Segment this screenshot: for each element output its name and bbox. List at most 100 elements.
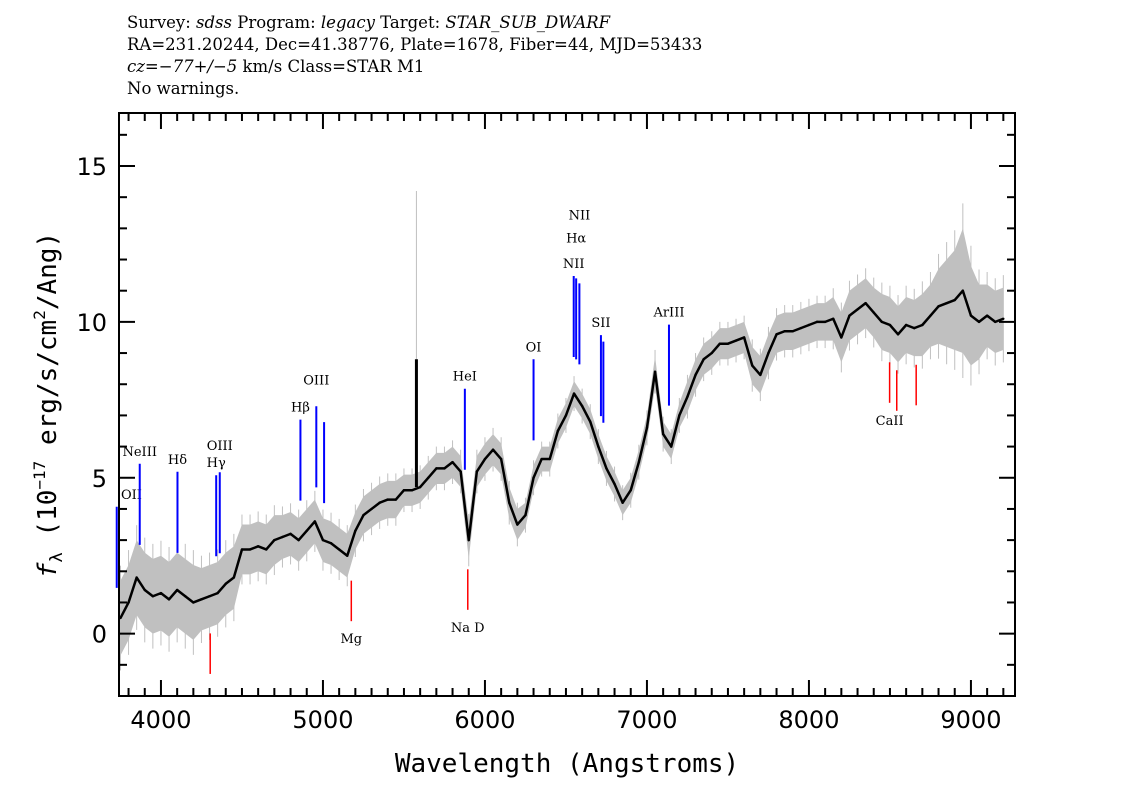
flux-point <box>192 601 195 604</box>
emission-line-label: ArIII <box>652 306 684 321</box>
emission-line-label: NeIII <box>122 445 156 460</box>
flux-point <box>143 588 146 592</box>
flux-point <box>435 467 438 470</box>
flux-point <box>184 595 187 598</box>
flux-point <box>564 414 568 417</box>
flux-point <box>313 520 317 523</box>
emission-line-label: Hα <box>566 231 586 246</box>
flux-point <box>200 598 203 601</box>
flux-point <box>751 364 754 367</box>
flux-point <box>370 507 373 511</box>
flux-point <box>929 314 932 317</box>
flux-point <box>880 320 884 324</box>
flux-point <box>467 538 470 542</box>
absorption-line-label: CaII <box>876 414 904 429</box>
x-tick-label: 7000 <box>616 706 677 734</box>
flux-point <box>256 545 260 548</box>
flux-point <box>653 370 657 373</box>
flux-point <box>532 476 535 479</box>
flux-point <box>807 323 811 327</box>
flux-point <box>540 457 543 461</box>
flux-point <box>977 320 981 324</box>
flux-point <box>127 601 130 604</box>
flux-point <box>694 373 697 377</box>
x-tick-label: 6000 <box>454 706 515 734</box>
header-line-3: cz=−77+/−5 km/s Class=STAR M1 <box>127 56 424 78</box>
flux-point <box>159 591 163 595</box>
flux-point <box>832 317 835 320</box>
flux-point <box>589 420 592 423</box>
flux-point <box>613 482 616 486</box>
y-tick-label: 15 <box>76 153 107 181</box>
flux-point <box>840 336 843 339</box>
flux-point <box>629 489 632 492</box>
flux-point <box>427 476 430 479</box>
flux-point <box>742 336 746 339</box>
flux-point <box>670 445 673 448</box>
y-tick-label: 5 <box>92 465 107 493</box>
emission-line-label: SII <box>591 316 610 331</box>
emission-line-label: OIII <box>207 439 233 454</box>
flux-point <box>1002 317 1005 320</box>
flux-point <box>224 582 227 585</box>
flux-point <box>953 298 956 302</box>
flux-point <box>904 323 908 327</box>
y-axis-label: fλ (10−17 erg/s/cm2/Ang) <box>30 232 67 578</box>
flux-point <box>265 548 268 551</box>
flux-point <box>702 358 705 361</box>
header-line-1: Survey: sdss Program: legacy Target: STA… <box>127 12 610 34</box>
flux-point <box>913 326 916 330</box>
flux-point <box>815 320 819 324</box>
absorption-line-label: Mg <box>340 632 362 647</box>
flux-point <box>386 498 389 501</box>
x-tick-label: 5000 <box>292 706 353 734</box>
flux-point <box>686 395 689 398</box>
flux-point <box>499 457 503 461</box>
flux-point <box>961 289 965 292</box>
flux-point <box>475 470 479 473</box>
x-tick-label: 8000 <box>778 706 839 734</box>
redshift-value: cz=−77+/−5 <box>127 57 238 76</box>
flux-point <box>410 489 414 492</box>
emission-line-label: NII <box>569 208 591 223</box>
flux-point <box>872 311 875 314</box>
flux-point <box>580 404 584 408</box>
class-value: km/s Class=STAR M1 <box>237 57 425 76</box>
flux-point <box>240 548 244 551</box>
program-label: Program: <box>232 13 321 32</box>
flux-point <box>556 429 560 433</box>
y-tick-label: 0 <box>92 621 107 649</box>
flux-point <box>329 542 333 545</box>
emission-line-label: Hγ <box>207 456 226 471</box>
emission-line-label: Hβ <box>291 401 310 416</box>
flux-point <box>823 320 827 324</box>
flux-point <box>402 489 406 492</box>
flux-line <box>119 289 1004 619</box>
y-tick-label: 10 <box>76 309 107 337</box>
flux-point <box>969 314 973 317</box>
error-band <box>119 203 1004 671</box>
flux-point <box>208 595 211 598</box>
flux-point <box>888 323 892 327</box>
header-line-2: RA=231.20244, Dec=41.38776, Plate=1678, … <box>127 35 703 54</box>
flux-point <box>305 529 308 532</box>
flux-point <box>167 598 171 601</box>
flux-point <box>321 538 325 542</box>
flux-point <box>994 320 997 324</box>
flux-point <box>985 314 989 317</box>
flux-point <box>791 330 794 333</box>
x-axis-label: Wavelength (Angstroms) <box>395 749 739 779</box>
flux-point <box>937 305 940 308</box>
flux-point <box>767 351 770 355</box>
survey-value: sdss <box>196 13 232 32</box>
flux-point <box>175 588 179 592</box>
flux-point <box>281 535 284 539</box>
flux-point <box>864 301 867 305</box>
emission-line-label: Hδ <box>168 453 187 468</box>
flux-point <box>775 333 778 336</box>
flux-point <box>248 548 252 551</box>
flux-point <box>921 323 924 327</box>
flux-point <box>783 330 786 333</box>
flux-point <box>710 351 713 355</box>
